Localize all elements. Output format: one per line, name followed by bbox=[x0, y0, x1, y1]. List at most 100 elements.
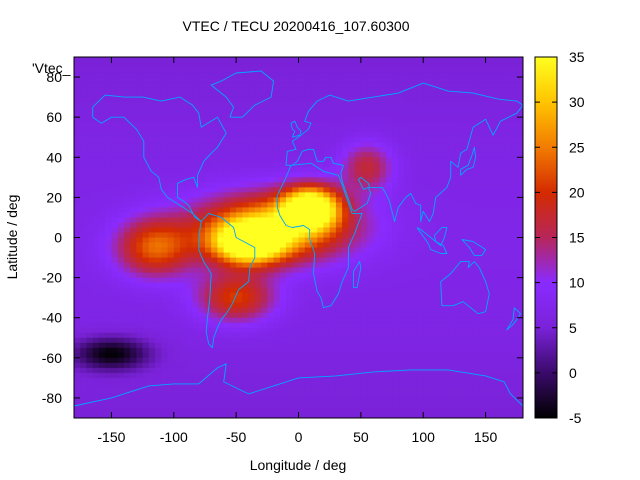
heatmap-cell bbox=[161, 262, 169, 269]
heatmap-cell bbox=[248, 197, 256, 203]
heatmap-cell bbox=[254, 72, 262, 78]
heatmap-cell bbox=[86, 187, 94, 193]
heatmap-cell bbox=[460, 402, 468, 409]
heatmap-cell bbox=[504, 187, 512, 193]
heatmap-cell bbox=[410, 122, 418, 128]
heatmap-cell bbox=[354, 287, 362, 294]
heatmap-cell bbox=[161, 172, 169, 178]
heatmap-cell bbox=[192, 292, 200, 299]
heatmap-cell bbox=[373, 292, 381, 299]
heatmap-cell bbox=[236, 112, 243, 118]
heatmap-cell bbox=[186, 247, 194, 254]
heatmap-cell bbox=[466, 212, 474, 219]
heatmap-cell bbox=[217, 97, 225, 103]
heatmap-cell bbox=[142, 92, 150, 98]
heatmap-cell bbox=[404, 177, 412, 183]
heatmap-cell bbox=[198, 392, 206, 399]
heatmap-cell bbox=[136, 82, 144, 88]
heatmap-cell bbox=[448, 322, 456, 329]
heatmap-cell bbox=[142, 217, 150, 224]
heatmap-cell bbox=[379, 387, 387, 394]
heatmap-cell bbox=[123, 107, 131, 113]
heatmap-cell bbox=[86, 327, 94, 334]
heatmap-cell bbox=[279, 352, 287, 359]
heatmap-cell bbox=[155, 137, 162, 143]
heatmap-cell bbox=[161, 337, 169, 344]
heatmap-cell bbox=[292, 247, 300, 254]
heatmap-cell bbox=[198, 222, 206, 229]
heatmap-cell bbox=[223, 167, 231, 173]
heatmap-cell bbox=[111, 392, 119, 399]
heatmap-cell bbox=[304, 92, 312, 98]
heatmap-cell bbox=[479, 182, 487, 188]
heatmap-cell bbox=[123, 147, 131, 153]
heatmap-cell bbox=[454, 337, 462, 344]
heatmap-cell bbox=[310, 287, 318, 294]
heatmap-cell bbox=[460, 372, 468, 379]
heatmap-cell bbox=[229, 107, 237, 113]
heatmap-cell bbox=[74, 237, 81, 244]
heatmap-cell bbox=[360, 142, 368, 148]
heatmap-cell bbox=[466, 307, 474, 314]
heatmap-cell bbox=[323, 92, 331, 98]
heatmap-cell bbox=[367, 237, 374, 244]
heatmap-cell bbox=[335, 292, 343, 299]
heatmap-cell bbox=[360, 257, 368, 264]
heatmap-cell bbox=[86, 132, 94, 138]
heatmap-cell bbox=[117, 217, 125, 224]
heatmap-cell bbox=[392, 67, 399, 73]
heatmap-cell bbox=[192, 262, 200, 269]
heatmap-cell bbox=[192, 372, 200, 379]
heatmap-cell bbox=[310, 407, 318, 414]
heatmap-cell bbox=[429, 387, 437, 394]
heatmap-cell bbox=[167, 337, 175, 344]
heatmap-cell bbox=[273, 302, 281, 309]
heatmap-cell bbox=[454, 382, 462, 389]
heatmap-cell bbox=[204, 192, 212, 198]
heatmap-cell bbox=[204, 327, 212, 334]
heatmap-cell bbox=[435, 162, 443, 168]
heatmap-cell bbox=[466, 172, 474, 178]
heatmap-cell bbox=[80, 167, 88, 173]
heatmap-cell bbox=[173, 217, 181, 224]
heatmap-cell bbox=[348, 57, 356, 63]
heatmap-cell bbox=[74, 232, 81, 239]
heatmap-cell bbox=[416, 267, 424, 274]
heatmap-cell bbox=[211, 247, 219, 254]
heatmap-cell bbox=[111, 352, 119, 359]
heatmap-cell bbox=[335, 107, 343, 113]
heatmap-cell bbox=[310, 347, 318, 354]
heatmap-cell bbox=[155, 72, 162, 78]
heatmap-cell bbox=[342, 377, 349, 384]
heatmap-cell bbox=[117, 397, 125, 404]
heatmap-cell bbox=[254, 332, 262, 339]
heatmap-cell bbox=[304, 222, 312, 229]
heatmap-cell bbox=[111, 262, 119, 269]
heatmap-cell bbox=[155, 282, 162, 289]
heatmap-cell bbox=[298, 277, 306, 284]
heatmap-cell bbox=[167, 357, 175, 364]
heatmap-cell bbox=[254, 187, 262, 193]
heatmap-cell bbox=[130, 277, 137, 284]
heatmap-cell bbox=[192, 147, 200, 153]
heatmap-cell bbox=[385, 162, 393, 168]
heatmap-cell bbox=[279, 197, 287, 203]
heatmap-cell bbox=[123, 97, 131, 103]
heatmap-cell bbox=[211, 182, 219, 188]
heatmap-cell bbox=[491, 212, 499, 219]
heatmap-cell bbox=[111, 292, 119, 299]
heatmap-cell bbox=[198, 152, 206, 158]
heatmap-cell bbox=[86, 262, 94, 269]
heatmap-cell bbox=[261, 177, 268, 183]
heatmap-cell bbox=[236, 152, 243, 158]
heatmap-cell bbox=[130, 222, 137, 229]
heatmap-cell bbox=[167, 277, 175, 284]
heatmap-cell bbox=[485, 317, 493, 324]
heatmap-cell bbox=[248, 87, 256, 93]
heatmap-cell bbox=[123, 312, 131, 319]
heatmap-cell bbox=[130, 87, 137, 93]
heatmap-cell bbox=[298, 317, 306, 324]
heatmap-cell bbox=[410, 322, 418, 329]
heatmap-cell bbox=[323, 237, 331, 244]
heatmap-cell bbox=[155, 312, 162, 319]
